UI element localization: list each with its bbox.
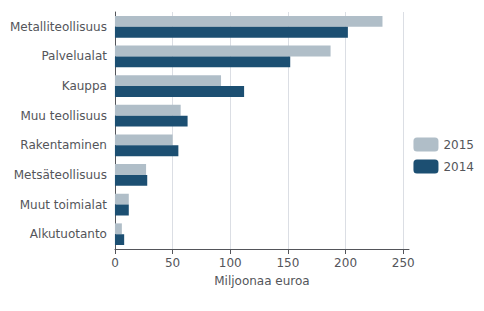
svg-text:2015: 2015	[443, 138, 474, 152]
svg-text:50: 50	[165, 256, 180, 270]
svg-text:Muut toimialat: Muut toimialat	[20, 198, 108, 212]
svg-text:Muu teollisuus: Muu teollisuus	[20, 109, 107, 123]
svg-text:Palvelualat: Palvelualat	[41, 49, 107, 63]
svg-text:2014: 2014	[443, 160, 474, 174]
svg-text:Miljoonaa euroa: Miljoonaa euroa	[214, 274, 310, 288]
svg-text:100: 100	[219, 256, 242, 270]
svg-text:Kauppa: Kauppa	[62, 79, 107, 93]
svg-text:Alkutuotanto: Alkutuotanto	[30, 227, 107, 241]
svg-text:Metalliteollisuus: Metalliteollisuus	[10, 20, 107, 34]
svg-text:0: 0	[111, 256, 119, 270]
svg-text:Rakentaminen: Rakentaminen	[20, 138, 107, 152]
svg-text:Metsäteollisuus: Metsäteollisuus	[14, 168, 107, 182]
svg-text:250: 250	[392, 256, 415, 270]
svg-text:200: 200	[334, 256, 357, 270]
svg-text:150: 150	[276, 256, 299, 270]
